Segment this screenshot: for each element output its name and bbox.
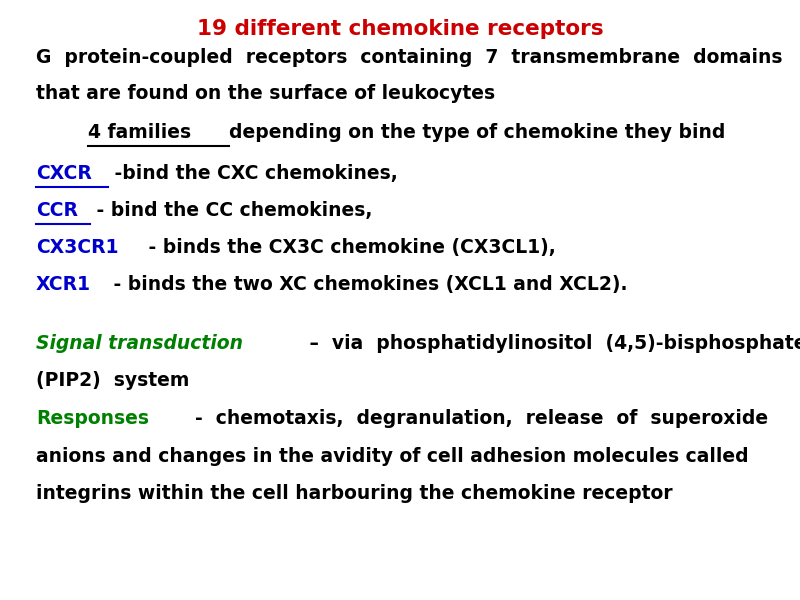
- Text: - binds the CX3C chemokine (CX3CL1),: - binds the CX3C chemokine (CX3CL1),: [142, 238, 556, 257]
- Text: -bind the CXC chemokines,: -bind the CXC chemokines,: [108, 164, 398, 183]
- Text: Signal transduction: Signal transduction: [36, 334, 243, 353]
- Text: 4 families: 4 families: [88, 123, 198, 142]
- Text: depending on the type of chemokine they bind: depending on the type of chemokine they …: [230, 123, 726, 142]
- Text: -  chemotaxis,  degranulation,  release  of  superoxide: - chemotaxis, degranulation, release of …: [182, 409, 768, 428]
- Text: XCR1: XCR1: [36, 275, 91, 294]
- Text: anions and changes in the avidity of cell adhesion molecules called: anions and changes in the avidity of cel…: [36, 447, 749, 466]
- Text: CXCR: CXCR: [36, 164, 92, 183]
- Text: (PIP2)  system: (PIP2) system: [36, 371, 190, 390]
- Text: that are found on the surface of leukocytes: that are found on the surface of leukocy…: [36, 84, 495, 103]
- Text: Responses: Responses: [36, 409, 149, 428]
- Text: CCR: CCR: [36, 201, 78, 220]
- Text: integrins within the cell harbouring the chemokine receptor: integrins within the cell harbouring the…: [36, 484, 673, 503]
- Text: –  via  phosphatidylinositol  (4,5)-bisphosphate: – via phosphatidylinositol (4,5)-bisphos…: [303, 334, 800, 353]
- Text: - bind the CC chemokines,: - bind the CC chemokines,: [90, 201, 373, 220]
- Text: - binds the two XC chemokines (XCL1 and XCL2).: - binds the two XC chemokines (XCL1 and …: [107, 275, 627, 294]
- Text: 19 different chemokine receptors: 19 different chemokine receptors: [197, 19, 603, 39]
- Text: CX3CR1: CX3CR1: [36, 238, 118, 257]
- Text: G  protein-coupled  receptors  containing  7  transmembrane  domains: G protein-coupled receptors containing 7…: [36, 48, 782, 67]
